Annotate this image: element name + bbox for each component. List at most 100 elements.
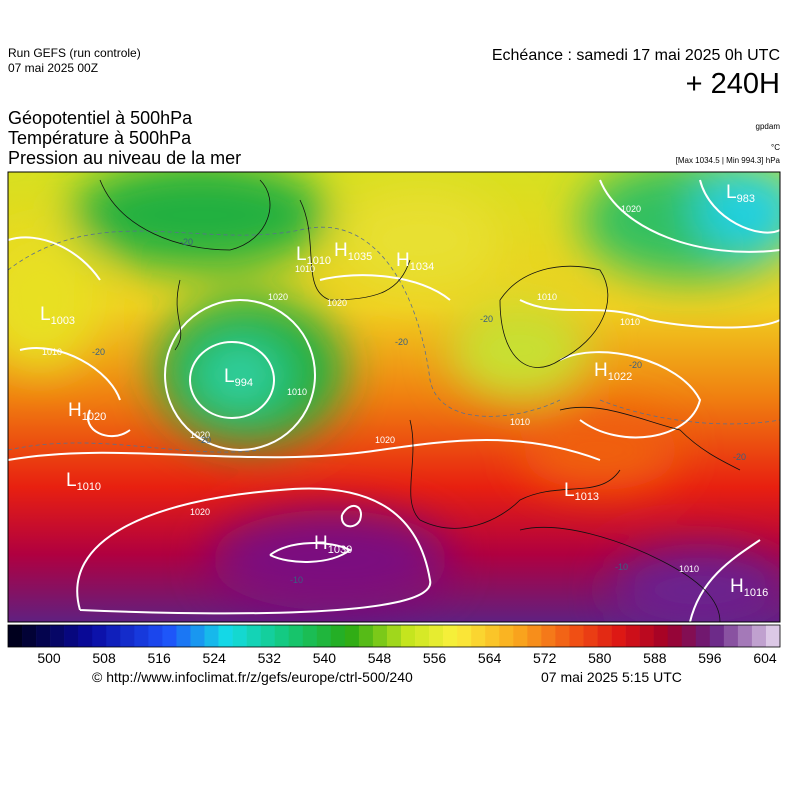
pressure-center: L1003 [40, 304, 75, 327]
temperature-label: -20 [198, 435, 211, 445]
colorbar-cell [148, 625, 163, 647]
isobar-label: 1010 [287, 387, 307, 397]
temperature-label: -20 [395, 337, 408, 347]
center-letter: H [594, 360, 608, 381]
pressure-center: H1020 [68, 400, 106, 423]
colorbar-cell [344, 625, 360, 647]
center-letter: L [564, 480, 575, 501]
run-date: 07 mai 2025 00Z [8, 61, 99, 75]
center-value: 1010 [307, 255, 331, 267]
colorbar-cell [555, 625, 570, 647]
isobars [8, 179, 780, 622]
pressure-center: H1035 [334, 240, 372, 263]
colorbar-cell [681, 625, 697, 647]
colorbar-label: 588 [643, 650, 667, 666]
center-value: 983 [737, 193, 755, 205]
temperature-label: -20 [480, 314, 493, 324]
colorbar: 500 508 516 524 532 540 548 556 564 572 580 588 596 6… [7, 624, 781, 666]
colorbar-cell [316, 625, 332, 647]
center-letter: H [68, 400, 82, 421]
colorbar-cell [639, 625, 654, 647]
colorbar-cell [8, 625, 23, 647]
colorbar-label: 548 [368, 650, 392, 666]
field: Température à 500hPa [8, 128, 192, 148]
colorbar-label: 540 [313, 650, 337, 666]
center-letter: H [730, 576, 744, 597]
colorbar-cell [64, 625, 79, 647]
colorbar-cell [274, 625, 290, 647]
colorbar-cell [386, 625, 402, 647]
colorbar-cell [429, 625, 444, 647]
colorbar-cell [625, 625, 640, 647]
colorbar-cell [232, 625, 247, 647]
pressure-center: L1013 [564, 480, 599, 503]
colorbar-cell [372, 625, 388, 647]
colorbar-cell [22, 625, 37, 647]
colorbar-cell [485, 625, 500, 647]
temperature-label: -10 [290, 575, 303, 585]
center-letter: H [334, 240, 348, 261]
colorbar-cell [583, 625, 598, 647]
echeance: Echéance : samedi 17 mai 2025 0h UTC [491, 47, 780, 64]
isobar-label: 1020 [190, 430, 210, 440]
colorbar-cell [162, 625, 177, 647]
center-value: 1034 [410, 261, 434, 273]
pressure-center: H1034 [396, 250, 434, 273]
colorbar-cell [611, 625, 626, 647]
colorbar-label: 516 [147, 650, 171, 666]
colorbar-cell [751, 625, 767, 647]
colorbar-cell [176, 625, 191, 647]
colorbar-cell [513, 625, 528, 647]
pressure-range: [Max 1034.5 | Min 994.3] hPa [675, 156, 780, 165]
colorbar-cell [246, 625, 261, 647]
colorbar-label: 604 [753, 650, 777, 666]
pressure-center: L1010 [296, 244, 331, 267]
isobar-label: 1010 [42, 347, 62, 357]
colorbar-cell [527, 625, 542, 647]
pressure-center: L994 [224, 366, 253, 389]
unit: °C [771, 143, 780, 152]
colorbar-cell [260, 625, 275, 647]
colorbar-label: 564 [478, 650, 502, 666]
center-value: 1003 [51, 315, 75, 327]
colorbar-label: 556 [423, 650, 447, 666]
colorbar-cell [134, 625, 149, 647]
field: Géopotentiel à 500hPa [8, 108, 193, 128]
colorbar-cell [78, 625, 93, 647]
colorbar-cell [723, 625, 739, 647]
colorbar-cell [204, 625, 219, 647]
colorbar-label: 532 [258, 650, 282, 666]
colorbar-cell [667, 625, 683, 647]
isobar-label: 1010 [620, 317, 640, 327]
pressure-center: L983 [726, 182, 755, 205]
center-value: 1030 [328, 544, 352, 556]
colorbar-cell [106, 625, 121, 647]
pressure-center: L1010 [66, 470, 101, 493]
center-value: 1022 [608, 371, 632, 383]
isobar-label: 1010 [679, 564, 699, 574]
center-letter: L [66, 470, 77, 491]
colorbar-cell [737, 625, 753, 647]
colorbar-cell [358, 625, 374, 647]
center-value: 1010 [77, 481, 101, 493]
temperature-label: -20 [180, 237, 193, 247]
colorbar-cell [330, 625, 346, 647]
isobar-label: 1020 [621, 204, 641, 214]
center-value: 1016 [744, 587, 768, 599]
colorbar-cell [471, 625, 486, 647]
lead-time: + 240H [685, 68, 780, 100]
colorbar-cell [401, 625, 416, 647]
colorbar-label: 500 [37, 650, 61, 666]
isobar-label: 1020 [190, 507, 210, 517]
colorbar-label: 524 [203, 650, 227, 666]
unit: gpdam [755, 122, 780, 131]
isobar-label: 1010 [537, 292, 557, 302]
colorbar-cell [288, 625, 304, 647]
colorbar-cell [92, 625, 107, 647]
colorbar-label: 508 [92, 650, 116, 666]
colorbar-cell [597, 625, 612, 647]
footer-url: © http://www.infoclimat.fr/z/gefs/europe… [92, 669, 413, 685]
colorbar-label: 580 [588, 650, 612, 666]
